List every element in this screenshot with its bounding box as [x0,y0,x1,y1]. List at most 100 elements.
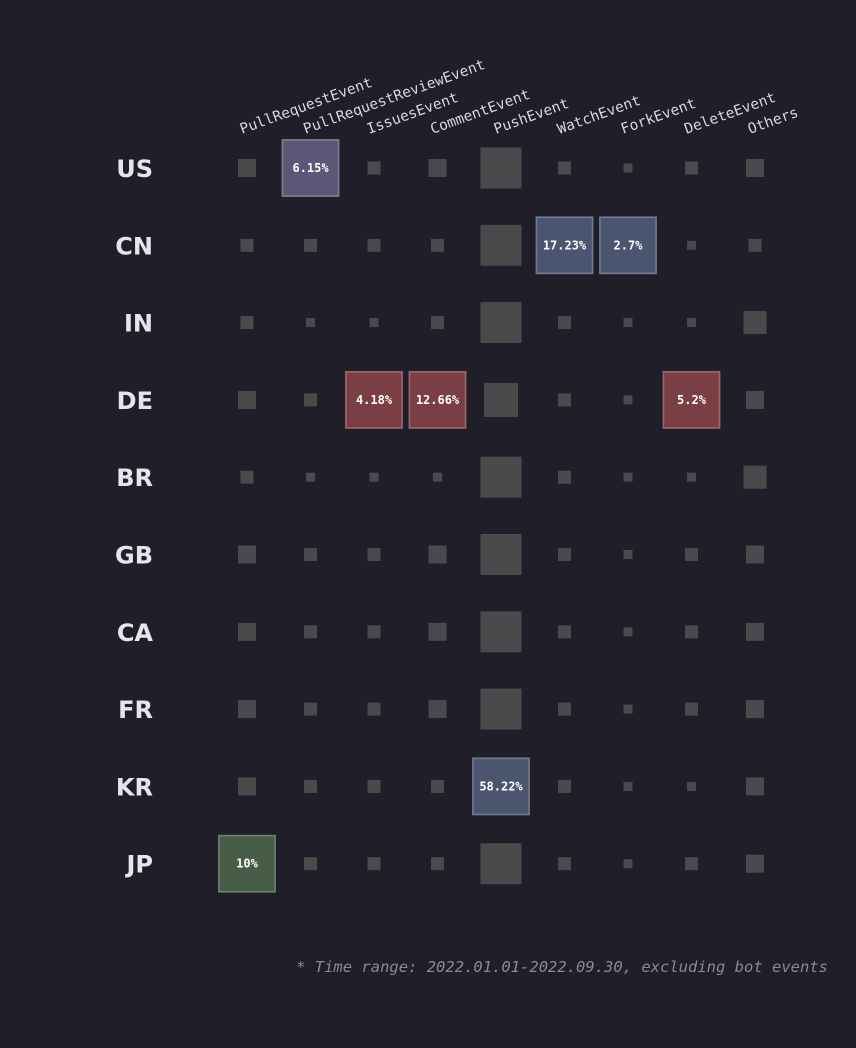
cell-in-pullrequestevent [240,316,254,330]
highlight-cell-border-kr-pushevent [472,757,530,816]
cell-us-watchevent [558,161,571,175]
cell-de-watchevent [558,393,571,407]
cell-ca-pushevent [480,611,522,653]
cell-us-issuesevent [367,161,381,175]
cell-br-pullrequestreviewevent [306,472,315,482]
cell-ca-pullrequestevent [238,622,256,641]
cell-br-watchevent [558,470,571,484]
cell-in-issuesevent [369,318,379,328]
cell-de-pullrequestevent [238,390,256,409]
cell-cn-pushevent [480,224,522,266]
highlight-cell-border-de-issuesevent [345,371,403,429]
cell-jp-forkevent [623,859,633,869]
highlight-cell-de-issuesevent [345,370,403,429]
cell-ca-pullrequestreviewevent [304,625,317,639]
cell-br-commentevent [433,472,442,482]
cell-br-deleteevent [687,472,696,482]
cell-jp-watchevent [558,857,571,871]
highlight-cell-jp-pullrequestevent [218,834,276,893]
cell-gb-issuesevent [367,548,381,561]
row-label-br: BR [116,464,153,492]
cell-gb-pullrequestevent [238,545,256,564]
value-label-de-issuesevent: 4.18% [356,393,393,407]
cell-kr-pullrequestevent [238,777,256,796]
cell-fr-watchevent [558,702,571,716]
cell-ca-watchevent [558,625,571,639]
value-label-us-pullrequestreviewevent: 6.15% [292,161,329,175]
cell-br-pullrequestevent [240,470,254,484]
cell-us-pullrequestevent [238,159,256,177]
row-label-ca: CA [117,619,154,647]
highlight-cell-border-de-commentevent [408,371,467,429]
cell-in-pushevent [480,302,522,344]
cell-ca-commentevent [428,622,447,641]
cell-br-pushevent [480,456,522,498]
cell-jp-issuesevent [367,857,381,871]
cell-ca-forkevent [623,627,633,637]
row-label-cn: CN [115,232,153,260]
cell-kr-forkevent [623,781,633,791]
cell-de-others [746,390,764,409]
heatmap-cells [218,139,767,893]
highlight-cell-border-cn-forkevent [599,216,657,275]
cell-fr-pullrequestreviewevent [304,702,317,716]
highlight-cell-cn-watchevent [535,216,594,275]
cell-kr-deleteevent [687,781,696,791]
row-label-jp: JP [124,851,153,879]
cell-in-watchevent [558,316,571,330]
row-label-fr: FR [118,696,153,724]
cell-fr-deleteevent [685,702,698,716]
row-label-us: US [116,155,153,183]
cell-cn-pullrequestreviewevent [304,238,317,252]
cell-br-issuesevent [369,472,379,482]
cell-us-deleteevent [685,161,698,175]
cell-fr-forkevent [623,704,633,714]
highlight-cell-de-deleteevent [662,370,721,429]
cell-kr-commentevent [431,779,444,793]
highlight-cell-us-pullrequestreviewevent [281,139,340,197]
cell-de-pullrequestreviewevent [304,393,317,407]
highlight-cell-border-de-deleteevent [662,371,721,429]
cell-ca-issuesevent [367,625,381,639]
highlight-cell-de-commentevent [408,370,467,429]
cell-fr-pushevent [480,688,522,730]
row-label-in: IN [124,310,153,338]
cell-gb-deleteevent [685,548,698,561]
cell-jp-pullrequestreviewevent [304,857,317,871]
value-label-jp-pullrequestevent: 10% [236,857,258,871]
cell-kr-others [746,777,764,796]
cell-ca-others [746,622,764,641]
cell-de-pushevent [484,382,518,417]
cell-fr-others [746,700,764,719]
highlight-cell-border-us-pullrequestreviewevent [281,139,340,197]
value-label-de-commentevent: 12.66% [416,393,460,407]
cell-in-commentevent [431,316,444,330]
cell-in-deleteevent [687,318,696,328]
cell-kr-pullrequestreviewevent [304,779,317,793]
highlight-value-labels: 6.15% 17.23% 2.7% 4.18% 12.66% 5.2% 58.22% 10% [236,161,707,871]
row-label-de: DE [117,387,153,415]
cell-br-forkevent [623,472,633,482]
footnote: * Time range: 2022.01.01-2022.09.30, exc… [296,958,828,976]
cell-br-others [743,465,767,489]
cell-cn-deleteevent [687,240,696,250]
value-label-de-deleteevent: 5.2% [677,393,707,407]
cell-kr-watchevent [558,779,571,793]
cell-us-commentevent [428,159,447,177]
row-label-gb: GB [115,542,153,570]
cell-us-others [746,159,764,177]
cell-jp-deleteevent [685,857,698,871]
row-labels: US CN IN DE BR GB CA FR KR JP [115,155,153,879]
cell-jp-commentevent [431,857,444,871]
cell-gb-commentevent [428,545,447,564]
value-label-kr-pushevent: 58.22% [479,779,523,793]
highlight-cell-border-cn-watchevent [535,216,594,275]
cell-fr-issuesevent [367,702,381,716]
cell-gb-forkevent [623,550,633,559]
cell-cn-commentevent [431,238,444,252]
cell-in-forkevent [623,318,633,328]
cell-cn-issuesevent [367,238,381,252]
cell-jp-pushevent [480,843,522,885]
cell-kr-issuesevent [367,779,381,793]
cell-in-others [743,311,767,335]
